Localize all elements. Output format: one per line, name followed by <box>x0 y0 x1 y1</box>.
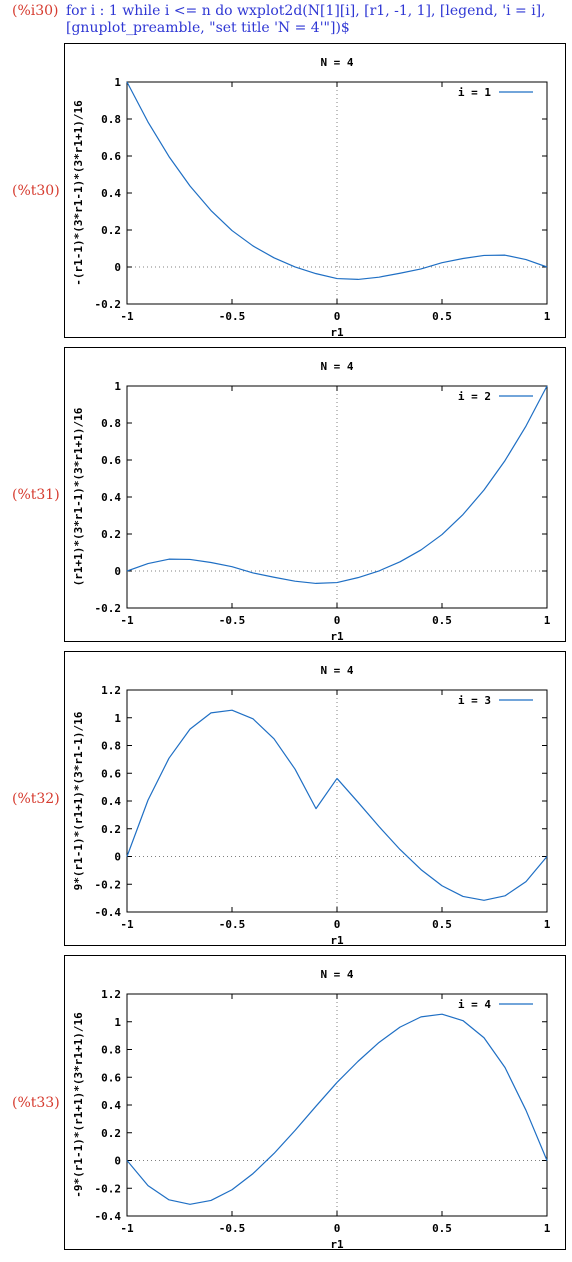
output-label: (%t31) <box>12 487 60 503</box>
x-tick-label: 1 <box>544 1222 551 1235</box>
y-tick-label: -0.4 <box>95 906 122 919</box>
y-tick-label: 0 <box>114 565 121 578</box>
legend-label: i = 3 <box>458 694 491 707</box>
y-tick-label: 1.2 <box>101 988 121 1001</box>
x-tick-label: 0 <box>334 1222 341 1235</box>
legend-label: i = 2 <box>458 390 491 403</box>
x-axis-label: r1 <box>330 934 344 945</box>
y-tick-label: 0.8 <box>101 113 121 126</box>
series-line <box>126 81 548 281</box>
series-line <box>126 709 548 901</box>
output-label: (%t33) <box>12 1095 60 1111</box>
y-tick-label: 1 <box>114 380 121 393</box>
y-tick-label: 0.4 <box>101 1099 121 1112</box>
x-tick-label: 1 <box>544 614 551 627</box>
y-axis-label: -(r1-1)*(3*r1-1)*(3*r1+1)/16 <box>72 100 85 286</box>
x-tick-label: -1 <box>120 1222 134 1235</box>
chart-title: N = 4 <box>320 360 353 373</box>
plot-1: -1 -0.5 0 0.5 1 -0.2 0 0.2 0.4 0.6 0.8 1 N = 4 r1 -(r1… <box>64 43 566 338</box>
x-tick-label: 0 <box>334 918 341 931</box>
x-tick-label: 0 <box>334 310 341 323</box>
input-label: (%i30) <box>12 3 59 19</box>
y-tick-label: 0.6 <box>101 150 121 163</box>
x-tick-label: 0.5 <box>432 614 452 627</box>
y-tick-label: 0.2 <box>101 224 121 237</box>
y-tick-label: 0 <box>114 1155 121 1168</box>
y-tick-label: 0.2 <box>101 1127 121 1140</box>
x-tick-label: -0.5 <box>219 614 246 627</box>
x-tick-label: 0.5 <box>432 310 452 323</box>
y-tick-label: 0.4 <box>101 795 121 808</box>
series-line <box>126 1013 548 1205</box>
x-tick-label: -0.5 <box>219 918 246 931</box>
x-tick-label: 0 <box>334 614 341 627</box>
x-axis-label: r1 <box>330 326 344 337</box>
y-tick-label: 0.4 <box>101 187 121 200</box>
y-tick-label: 0.8 <box>101 740 121 753</box>
y-tick-label: 0.6 <box>101 1071 121 1084</box>
chart-title: N = 4 <box>320 56 353 69</box>
y-tick-label: -0.2 <box>95 602 122 615</box>
x-tick-label: -1 <box>120 918 134 931</box>
legend-label: i = 1 <box>458 86 491 99</box>
y-tick-label: 0.6 <box>101 767 121 780</box>
y-axis-label: -9*(r1-1)*(r1+1)*(3*r1+1)/16 <box>72 1012 85 1198</box>
legend-label: i = 4 <box>458 998 491 1011</box>
plot-svg: -1 -0.5 0 0.5 1 -0.4 -0.2 0 0.2 0.4 0.6 0.8 1 1.2 N = … <box>72 664 551 945</box>
y-tick-label: 1.2 <box>101 684 121 697</box>
input-cell[interactable]: (%i30) for i : 1 while i <= n do wxplot2… <box>0 0 572 44</box>
y-tick-label: 0.4 <box>101 491 121 504</box>
y-tick-label: 0.8 <box>101 1044 121 1057</box>
plot-2: -1 -0.5 0 0.5 1 -0.2 0 0.2 0.4 0.6 0.8 1 N = 4 r1 (r1+… <box>64 347 566 642</box>
x-tick-label: -0.5 <box>219 310 246 323</box>
y-tick-label: -0.4 <box>95 1210 122 1223</box>
chart-title: N = 4 <box>320 968 353 981</box>
x-tick-label: 1 <box>544 918 551 931</box>
y-tick-label: 0 <box>114 261 121 274</box>
chart-title: N = 4 <box>320 664 353 677</box>
y-tick-label: 0.2 <box>101 823 121 836</box>
y-tick-label: 1 <box>114 1016 121 1029</box>
y-tick-label: 0.2 <box>101 528 121 541</box>
y-tick-label: 1 <box>114 76 121 89</box>
x-tick-label: 0.5 <box>432 1222 452 1235</box>
x-axis-label: r1 <box>330 630 344 641</box>
y-tick-label: 0.8 <box>101 417 121 430</box>
x-tick-label: -1 <box>120 310 134 323</box>
y-tick-label: 0 <box>114 851 121 864</box>
x-tick-label: -1 <box>120 614 134 627</box>
plot-3: -1 -0.5 0 0.5 1 -0.4 -0.2 0 0.2 0.4 0.6 0.8 1 1.2 N = … <box>64 651 566 946</box>
plot-svg: -1 -0.5 0 0.5 1 -0.2 0 0.2 0.4 0.6 0.8 1 N = 4 r1 (r1+… <box>72 360 551 641</box>
y-axis-label: 9*(r1-1)*(r1+1)*(3*r1-1)/16 <box>72 711 85 890</box>
y-tick-label: 1 <box>114 712 121 725</box>
output-label: (%t30) <box>12 183 60 199</box>
x-tick-label: 1 <box>544 310 551 323</box>
y-axis-label: (r1+1)*(3*r1-1)*(3*r1+1)/16 <box>72 407 85 586</box>
plot-4: -1 -0.5 0 0.5 1 -0.4 -0.2 0 0.2 0.4 0.6 0.8 1 1.2 N = … <box>64 955 566 1250</box>
y-tick-label: -0.2 <box>95 878 122 891</box>
y-tick-label: -0.2 <box>95 1182 122 1195</box>
x-tick-label: 0.5 <box>432 918 452 931</box>
input-code[interactable]: for i : 1 while i <= n do wxplot2d(N[1][… <box>66 3 546 36</box>
y-tick-label: 0.6 <box>101 454 121 467</box>
plot-svg: -1 -0.5 0 0.5 1 -0.2 0 0.2 0.4 0.6 0.8 1 N = 4 r1 -(r1… <box>72 56 551 337</box>
y-tick-label: -0.2 <box>95 298 122 311</box>
series-line <box>126 385 548 585</box>
x-tick-label: -0.5 <box>219 1222 246 1235</box>
output-label: (%t32) <box>12 791 60 807</box>
plot-svg: -1 -0.5 0 0.5 1 -0.4 -0.2 0 0.2 0.4 0.6 0.8 1 1.2 N = … <box>72 968 551 1249</box>
x-axis-label: r1 <box>330 1238 344 1249</box>
